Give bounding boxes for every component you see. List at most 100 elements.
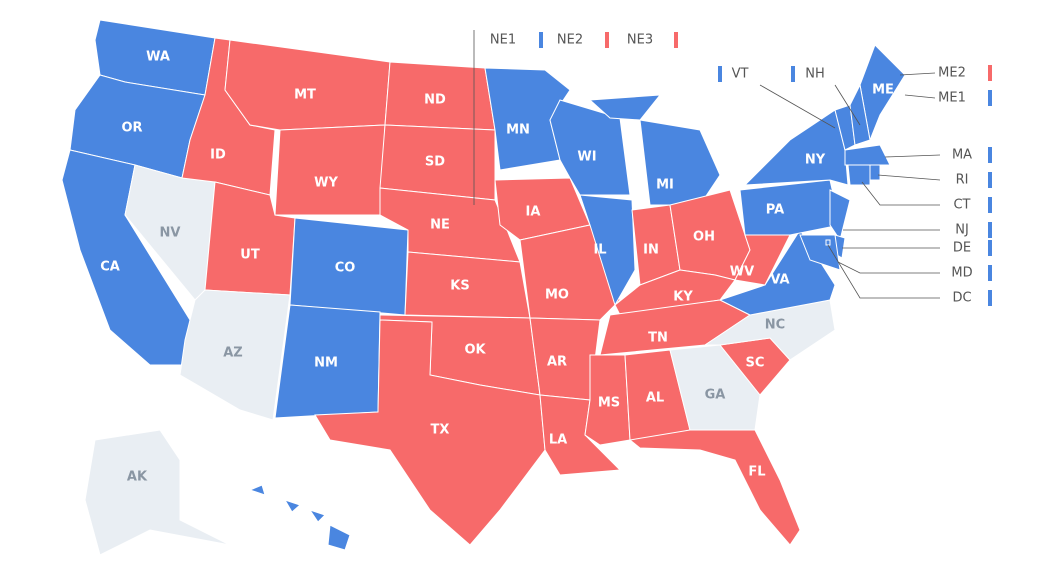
state-shape: [274, 124, 386, 216]
leader-line: [834, 84, 861, 126]
callout-label: CT: [953, 198, 970, 213]
callout-label: ME1: [938, 91, 966, 106]
small-state-shape: [869, 164, 881, 181]
small-state-shape: [847, 164, 871, 186]
state-label: NY: [805, 153, 826, 168]
state-label: SC: [746, 356, 765, 371]
state-shape: [639, 119, 721, 206]
callout-swatch: [988, 197, 992, 213]
state-shape: [327, 524, 351, 551]
leader-line: [877, 174, 941, 181]
state-label: FL: [748, 465, 765, 480]
state-label: LA: [549, 433, 567, 448]
state-label: WY: [314, 176, 338, 191]
state-label: NE: [430, 218, 450, 233]
leader-line: [899, 72, 936, 76]
callout-swatch: [988, 222, 992, 238]
state-label: IA: [526, 205, 541, 220]
callout-swatch: [988, 65, 992, 81]
callout-swatch: [605, 32, 609, 48]
state-label: UT: [240, 248, 260, 263]
state-label: NM: [314, 356, 338, 371]
state-label: MS: [598, 396, 620, 411]
callout-label: MA: [952, 148, 972, 163]
callout-label: NE2: [557, 33, 583, 48]
state-shape: [519, 224, 621, 321]
state-label: AK: [127, 470, 148, 485]
small-state-shape: [825, 239, 831, 246]
state-label: MN: [506, 123, 530, 138]
state-shape: [84, 429, 231, 556]
state-label: MI: [656, 178, 674, 193]
state-shape: [739, 179, 841, 236]
callout-label: NJ: [955, 223, 969, 238]
state-label: IL: [593, 243, 606, 258]
state-shape: [628, 429, 801, 546]
state-label: OR: [121, 121, 142, 136]
leader-line: [827, 244, 940, 299]
callout-label: DE: [953, 241, 971, 256]
state-label: WA: [146, 50, 170, 65]
state-label: ND: [424, 93, 446, 108]
callout-swatch: [674, 32, 678, 48]
state-shape: [549, 99, 631, 196]
state-shape: [224, 39, 391, 131]
callout-label: RI: [956, 173, 969, 188]
state-shape: [669, 344, 761, 431]
callout-label: NE3: [627, 33, 653, 48]
state-label: AZ: [223, 346, 243, 361]
state-label: VA: [770, 273, 789, 288]
callout-swatch: [791, 66, 795, 82]
leader-line: [884, 154, 941, 158]
state-label: KS: [450, 279, 469, 294]
state-label: OK: [464, 343, 486, 358]
state-label: PA: [766, 203, 784, 218]
state-label: NV: [160, 226, 181, 241]
state-label: AL: [646, 391, 664, 406]
callout-label: DC: [952, 291, 971, 306]
state-shape: [314, 319, 546, 546]
state-shape: [308, 509, 326, 523]
leader-line: [861, 181, 940, 206]
state-label: CA: [100, 260, 120, 275]
callout-swatch: [988, 172, 992, 188]
state-label: WI: [577, 150, 596, 165]
callout-label: NH: [805, 67, 825, 82]
state-label: IN: [643, 243, 659, 258]
callout-label: ME2: [938, 66, 966, 81]
state-shape: [579, 194, 636, 307]
callout-swatch: [988, 290, 992, 306]
state-label: AR: [547, 355, 567, 370]
state-label: MT: [294, 88, 316, 103]
state-label: KY: [673, 290, 693, 305]
leader-line: [904, 94, 936, 99]
callout-swatch: [988, 147, 992, 163]
state-label: WV: [730, 265, 754, 280]
state-label: OH: [693, 230, 715, 245]
small-state-shape: [849, 83, 871, 146]
small-state-shape: [844, 144, 891, 166]
state-shape: [743, 109, 849, 186]
callout-label: NE1: [490, 33, 516, 48]
state-label: TN: [648, 331, 668, 346]
state-label: ID: [210, 148, 226, 163]
callout-swatch: [988, 240, 992, 256]
callout-swatch: [718, 66, 722, 82]
small-state-shape: [829, 189, 851, 242]
callout-swatch: [539, 32, 543, 48]
callout-swatch: [988, 265, 992, 281]
state-shape: [248, 484, 266, 496]
callout-swatch: [988, 90, 992, 106]
leader-line: [837, 261, 940, 274]
state-label: GA: [705, 388, 726, 403]
leader-line: [759, 84, 836, 129]
state-label: NC: [765, 318, 785, 333]
state-label: TX: [431, 423, 450, 438]
state-label: CO: [335, 261, 356, 276]
state-shape: [283, 499, 301, 513]
state-label: MO: [545, 288, 569, 303]
state-label: HI: [267, 526, 283, 541]
state-label: ME: [872, 83, 894, 98]
state-label: SD: [425, 155, 445, 170]
